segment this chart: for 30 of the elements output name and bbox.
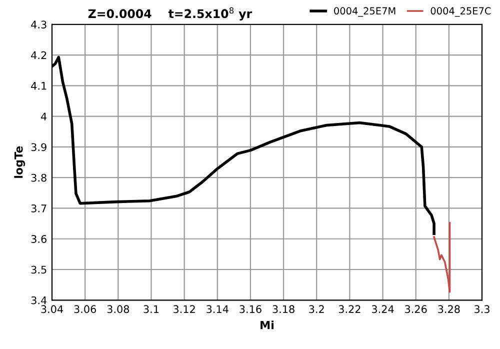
legend-label: 0004_25E7M <box>334 7 396 17</box>
x-tick-label: 3.28 <box>438 305 460 314</box>
x-tick-label: 3.1 <box>144 305 159 314</box>
x-tick-label: 3.3 <box>474 305 490 314</box>
y-tick-label: 4.1 <box>31 82 46 90</box>
x-tick-label: 3.04 <box>41 305 64 314</box>
x-tick-label: 3.14 <box>206 305 228 314</box>
x-axis-title: Mi <box>260 320 274 330</box>
y-tick-label: 4.3 <box>31 20 46 29</box>
y-tick-label: 3.9 <box>31 143 46 152</box>
x-tick-label: 3.18 <box>272 305 294 314</box>
y-axis-title: logTe <box>14 146 26 178</box>
legend-label: 0004_25E7C <box>430 7 491 17</box>
x-tick-label: 3.16 <box>240 305 262 314</box>
y-tick-label: 3.8 <box>31 174 46 182</box>
x-tick-label: 3.2 <box>309 305 324 314</box>
x-tick-label: 3.22 <box>338 305 360 314</box>
y-tick-label: 3.7 <box>31 204 46 212</box>
x-tick-label: 3.12 <box>174 305 195 314</box>
x-tick-label: 3.24 <box>372 305 394 314</box>
y-tick-label: 4 <box>41 112 47 120</box>
y-tick-label: 4.2 <box>31 51 46 60</box>
chart-title: Z=0.0004 t=2.5x10$^{8}$ yr <box>88 7 252 20</box>
y-tick-label: 3.6 <box>31 235 46 243</box>
x-tick-label: 3.06 <box>74 305 96 314</box>
x-tick-label: 3.08 <box>107 305 130 314</box>
line-series <box>433 222 451 293</box>
x-tick-label: 3.26 <box>405 305 427 314</box>
y-tick-label: 3.5 <box>31 266 46 274</box>
y-tick-label: 3.4 <box>31 296 47 304</box>
